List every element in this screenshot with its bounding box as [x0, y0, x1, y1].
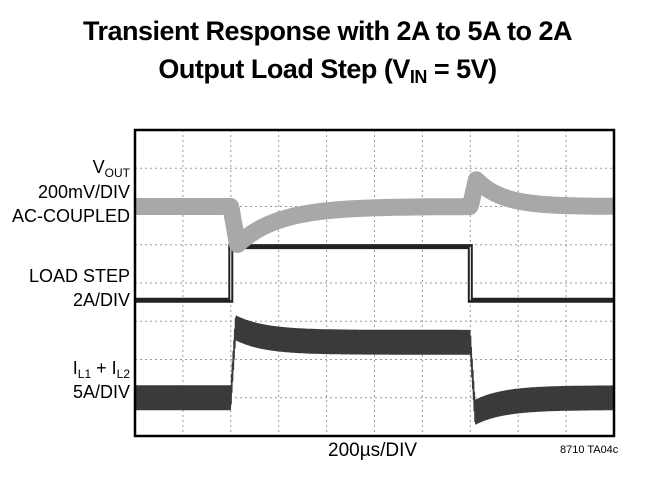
chart-title-line-2: Output Load Step (VIN = 5V) [0, 54, 655, 92]
vout-trace [127, 171, 622, 253]
il-label-plus: + I [91, 358, 117, 378]
load-step-trace [135, 244, 614, 303]
inductor-current-scale: 5A/DIV [72, 382, 130, 402]
il-label-b-sub: L2 [116, 367, 130, 381]
vout-label-main: V [92, 157, 105, 177]
inductor-current-trace [134, 315, 615, 425]
vout-coupling: AC-COUPLED [11, 206, 130, 226]
il-label-a-sub: L1 [77, 367, 92, 381]
title-subscript: IN [409, 67, 428, 87]
il-label-a: I [72, 358, 78, 378]
scope-traces [127, 171, 622, 425]
figure-code: 8710 TA04c [560, 444, 619, 456]
title-prefix: Output Load Step (V [158, 54, 410, 84]
inductor-current-label: IL1 + IL2 [73, 358, 130, 385]
x-axis-scale: 200µs/DIV [328, 440, 418, 461]
vout-scale: 200mV/DIV [37, 182, 130, 202]
chart-title-line-1: Transient Response with 2A to 5A to 2A [82, 16, 573, 46]
scope-frame [133, 128, 616, 438]
vout-label: VOUT [93, 157, 130, 184]
load-step-scale: 2A/DIV [72, 290, 130, 310]
title-suffix: = 5V) [426, 54, 497, 84]
vout-label-sub: OUT [104, 166, 130, 180]
scope-grid [135, 130, 614, 436]
load-step-label: LOAD STEP [28, 266, 130, 286]
